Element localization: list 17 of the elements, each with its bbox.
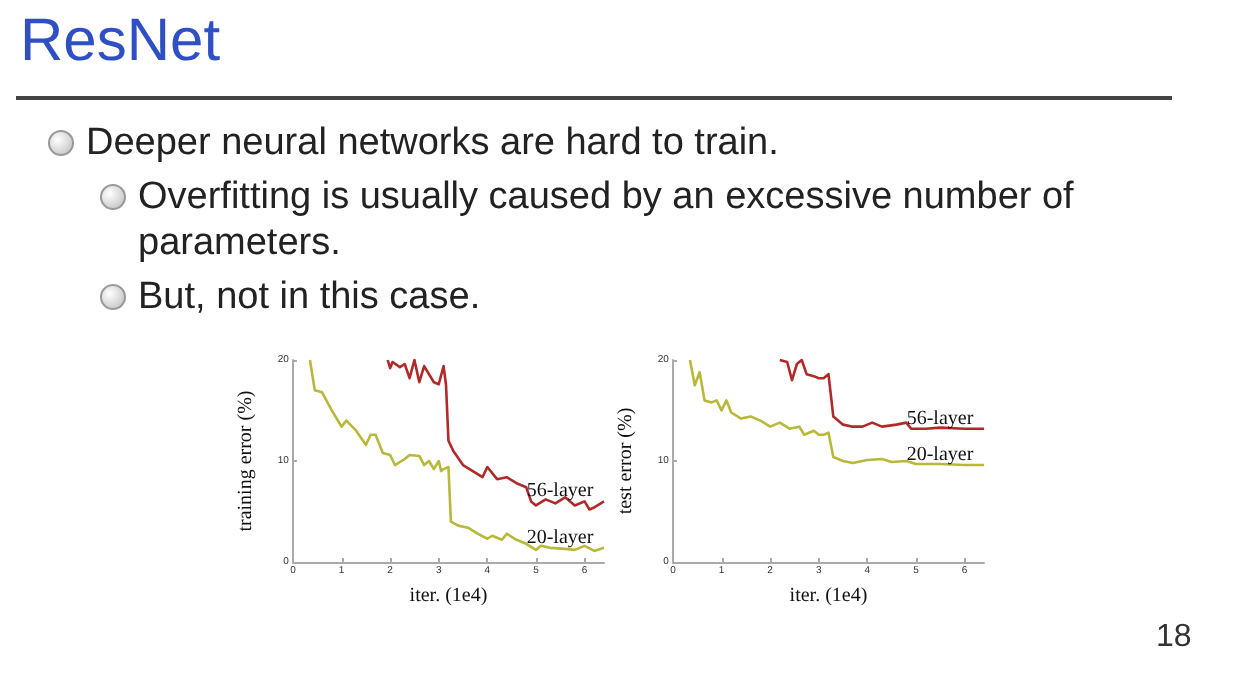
text: But, not in this case. bbox=[138, 274, 481, 320]
series-label: 56-layer bbox=[906, 407, 975, 430]
y-axis-title: test error (%) bbox=[615, 407, 637, 515]
series-label: 20-layer bbox=[526, 526, 595, 549]
series-label: 20-layer bbox=[906, 444, 975, 467]
text: Overfitting is usually caused by an excessive number of parameters. bbox=[138, 174, 1076, 266]
line-series bbox=[778, 358, 986, 430]
text: 18 bbox=[1156, 620, 1192, 656]
y-axis-title: training error (%) bbox=[235, 390, 257, 532]
text: ResNet bbox=[20, 8, 221, 76]
text: Deeper neural networks are hard to train. bbox=[86, 120, 779, 166]
line-series bbox=[308, 358, 606, 553]
line-series bbox=[688, 358, 986, 467]
line-series bbox=[386, 358, 606, 511]
x-axis-title: iter. (1e4) bbox=[789, 585, 868, 607]
series-label: 56-layer bbox=[526, 480, 595, 503]
x-axis-title: iter. (1e4) bbox=[409, 585, 488, 607]
